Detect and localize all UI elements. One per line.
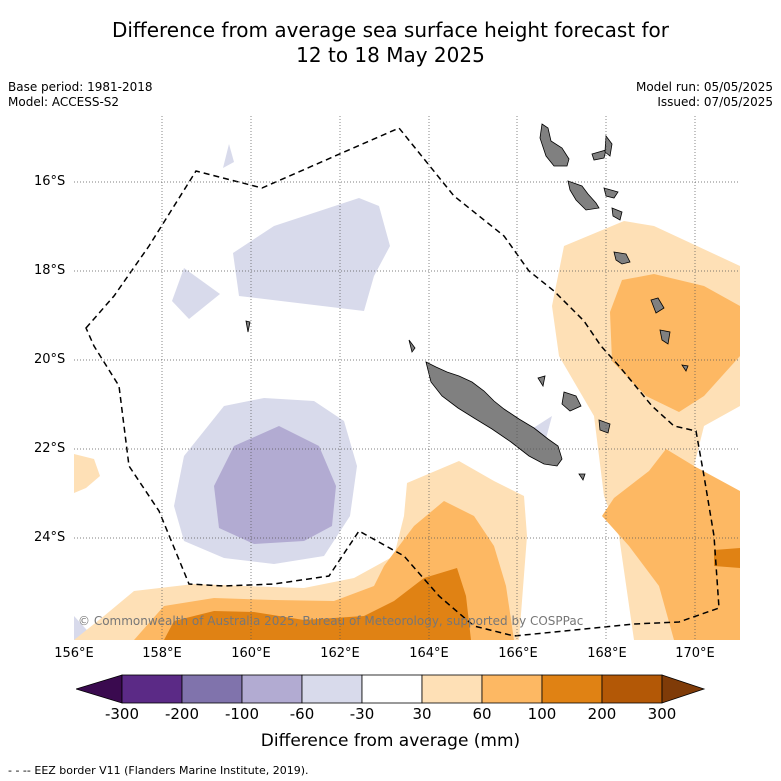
chesterfield-islet xyxy=(245,320,251,333)
hunter-island xyxy=(659,329,671,345)
eez-legend-footer: - - -- EEZ border V11 (Flanders Marine I… xyxy=(8,764,309,777)
colorbar-bin-4 xyxy=(301,674,363,704)
vanuatu-islet-3 xyxy=(603,187,619,199)
eez-border xyxy=(85,127,720,637)
model-name: Model: ACCESS-S2 xyxy=(8,95,120,109)
lon-label-156e: 156°E xyxy=(54,646,94,661)
base-period: Base period: 1981-2018 xyxy=(8,80,153,94)
loyalty-islands-3 xyxy=(537,375,546,388)
map-title: Difference from average sea surface heig… xyxy=(0,18,781,68)
lon-label-164e: 164°E xyxy=(409,646,449,661)
lon-label-168e: 168°E xyxy=(587,646,627,661)
lat-label-18s: 18°S xyxy=(34,263,66,278)
issued-date: Issued: 07/05/2025 xyxy=(657,95,773,109)
colorbar-bin-7 xyxy=(481,674,543,704)
colorbar-label: Difference from average (mm) xyxy=(260,731,521,751)
lat-label-20s: 20°S xyxy=(34,352,66,367)
colorbar-extend-high xyxy=(661,674,706,704)
vanuatu-mid xyxy=(567,180,600,211)
gridlines xyxy=(74,116,740,640)
lat-label-24s: 24°S xyxy=(34,530,66,545)
lon-label-170e: 170°E xyxy=(675,646,715,661)
colorbar-bin-9 xyxy=(601,674,663,704)
meta-left: Base period: 1981-2018 Model: ACCESS-S2 xyxy=(8,80,153,110)
contour-pos-100-200-se xyxy=(714,548,740,568)
colorbar-bin-6 xyxy=(421,674,483,704)
colorbar-bin-5 xyxy=(361,674,423,704)
vanuatu-south xyxy=(613,251,631,265)
colorbar-bin-3 xyxy=(241,674,303,704)
colorbar-tick-neg100: -100 xyxy=(224,705,260,723)
colorbar-tick-30: 30 xyxy=(412,705,432,723)
colorbar-extend-low xyxy=(76,674,123,704)
lon-label-162e: 162°E xyxy=(320,646,360,661)
colorbar-tick-neg60: -60 xyxy=(289,705,315,723)
small-islet-2 xyxy=(408,339,416,353)
sea-surface-map xyxy=(74,116,740,640)
colorbar-tick-neg200: -200 xyxy=(164,705,200,723)
contour-pos-100-200-south xyxy=(164,568,471,640)
colorbar-tick-100: 100 xyxy=(527,705,557,723)
colorbar-bin-1 xyxy=(121,674,183,704)
lon-label-158e: 158°E xyxy=(142,646,182,661)
contour-neg-30-60-north xyxy=(233,198,390,311)
model-run: Model run: 05/05/2025 xyxy=(635,80,773,94)
loyalty-islands-1 xyxy=(561,391,582,412)
lon-label-160e: 160°E xyxy=(231,646,271,661)
colorbar-tick-neg30: -30 xyxy=(349,705,375,723)
colorbar xyxy=(76,674,706,704)
contour-pos-60-100-southeast xyxy=(602,449,740,640)
contour-neg-30-60-small xyxy=(172,268,220,319)
title-line-1: Difference from average sea surface heig… xyxy=(111,18,670,42)
colorbar-tick-300: 300 xyxy=(647,705,677,723)
small-islet-1 xyxy=(681,364,689,372)
contour-pos-30-60-west xyxy=(74,454,100,493)
small-islet-3 xyxy=(578,473,586,481)
new-caledonia xyxy=(425,361,563,467)
colorbar-bin-2 xyxy=(181,674,243,704)
contour-neg-60-100 xyxy=(214,426,336,544)
colorbar-tick-neg300: -300 xyxy=(104,705,140,723)
matthew-island xyxy=(650,297,665,314)
lat-label-22s: 22°S xyxy=(34,441,66,456)
vanuatu-islet-2 xyxy=(604,134,613,157)
vanuatu-islet-1 xyxy=(591,149,607,161)
lat-label-16s: 16°S xyxy=(34,174,66,189)
colorbar-tick-60: 60 xyxy=(472,705,492,723)
copyright-notice: © Commonwealth of Australia 2025, Bureau… xyxy=(78,614,584,628)
contour-neg-30-60-tiny xyxy=(223,144,234,168)
colorbar-tick-200: 200 xyxy=(587,705,617,723)
vanuatu-islet-4 xyxy=(611,207,623,221)
contour-pos-60-100-east xyxy=(610,274,740,412)
lon-label-166e: 166°E xyxy=(498,646,538,661)
meta-right: Model run: 05/05/2025 Issued: 07/05/2025 xyxy=(636,80,773,110)
title-line-2: 12 to 18 May 2025 xyxy=(296,43,485,67)
vanuatu-north xyxy=(539,123,570,167)
colorbar-bin-8 xyxy=(541,674,603,704)
